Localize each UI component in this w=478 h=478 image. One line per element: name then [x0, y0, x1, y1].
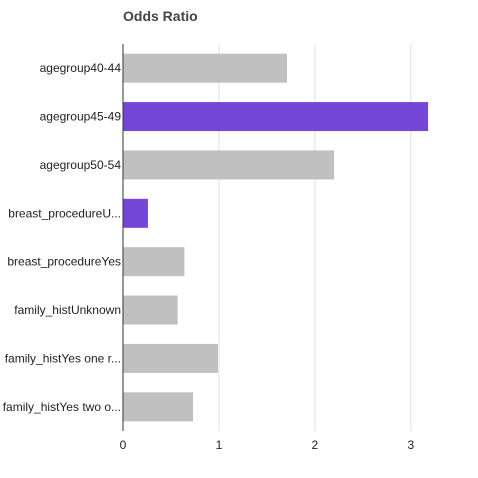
- x-tick-label: 0: [120, 438, 127, 452]
- category-label: agegroup45-49: [40, 110, 122, 124]
- category-label: family_histYes two o...: [3, 400, 121, 414]
- bars: [123, 53, 429, 422]
- category-label: agegroup50-54: [40, 158, 122, 172]
- category-label: family_histYes one r...: [5, 351, 121, 365]
- bar[interactable]: [123, 198, 148, 228]
- bar[interactable]: [123, 295, 178, 325]
- bar[interactable]: [123, 150, 335, 180]
- tick-labels: 0 1 2 3: [120, 438, 415, 452]
- bar[interactable]: [123, 392, 194, 422]
- category-label: agegroup40-44: [40, 61, 122, 75]
- x-tick-label: 1: [216, 438, 223, 452]
- bar[interactable]: [123, 53, 288, 83]
- bar[interactable]: [123, 247, 185, 277]
- x-tick-label: 2: [312, 438, 319, 452]
- gridlines: [218, 44, 412, 431]
- category-label: family_histUnknown: [14, 303, 121, 317]
- bar[interactable]: [123, 343, 218, 373]
- chart-title: Odds Ratio: [123, 8, 198, 24]
- category-label: breast_procedureYes: [7, 255, 121, 269]
- bar[interactable]: [123, 102, 429, 132]
- x-tick-label: 3: [407, 438, 414, 452]
- category-labels: agegroup40-44 agegroup45-49 agegroup50-54 b…: [3, 61, 122, 414]
- category-label: breast_procedureU...: [8, 206, 121, 220]
